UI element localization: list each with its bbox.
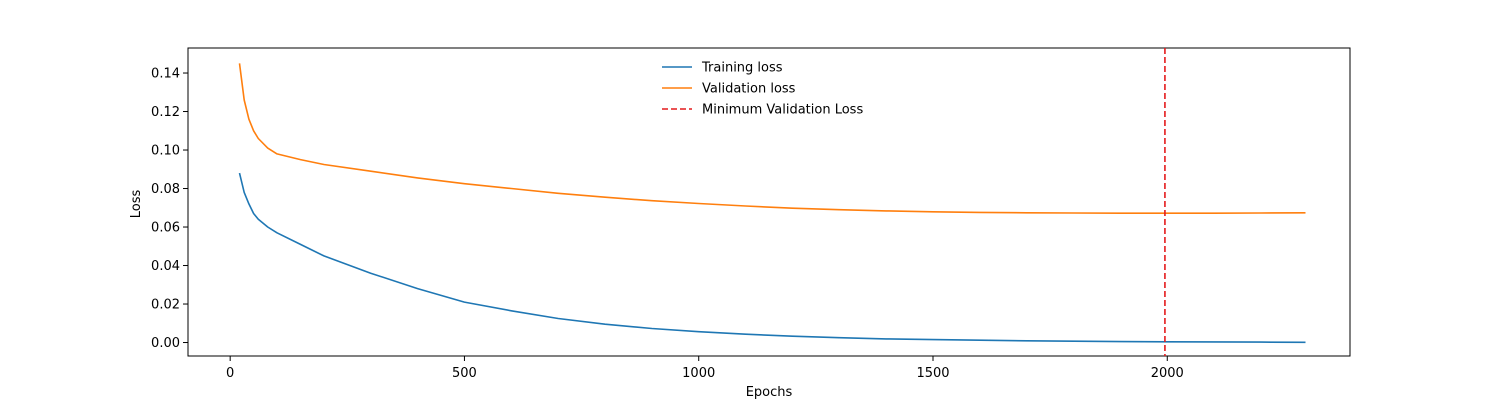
y-tick-label: 0.10	[151, 144, 180, 159]
legend-label: Validation loss	[702, 82, 796, 97]
training-loss-line	[238, 172, 1306, 344]
y-tick-label: 0.14	[151, 67, 180, 82]
plot-area-frame	[187, 47, 1351, 357]
x-tick-label: 1500	[916, 366, 949, 381]
x-tick-label: 0	[226, 366, 234, 381]
y-tick-label: 0.08	[151, 182, 180, 197]
validation-loss-line	[238, 63, 1306, 214]
y-tick-label: 0.04	[151, 259, 180, 274]
legend-label: Training loss	[701, 61, 783, 76]
x-axis-label: Epochs	[746, 385, 793, 400]
y-tick-label: 0.06	[151, 221, 180, 236]
x-tick-label: 1000	[682, 366, 715, 381]
y-tick-label: 0.00	[151, 336, 180, 351]
y-tick-label: 0.12	[151, 105, 180, 120]
y-tick-label: 0.02	[151, 298, 180, 313]
x-axis-ticks: 0 500 1000 1500 2000	[226, 356, 1184, 381]
y-axis-label: Loss	[129, 190, 144, 219]
y-axis-ticks: 0.00 0.02 0.04 0.06 0.08 0.10 0.12 0.14	[151, 67, 188, 351]
legend-label: Minimum Validation Loss	[702, 103, 863, 118]
x-tick-label: 2000	[1151, 366, 1184, 381]
series-layer	[238, 48, 1306, 356]
legend: Training loss Validation loss Minimum Vali…	[662, 61, 863, 118]
x-tick-label: 500	[452, 366, 477, 381]
